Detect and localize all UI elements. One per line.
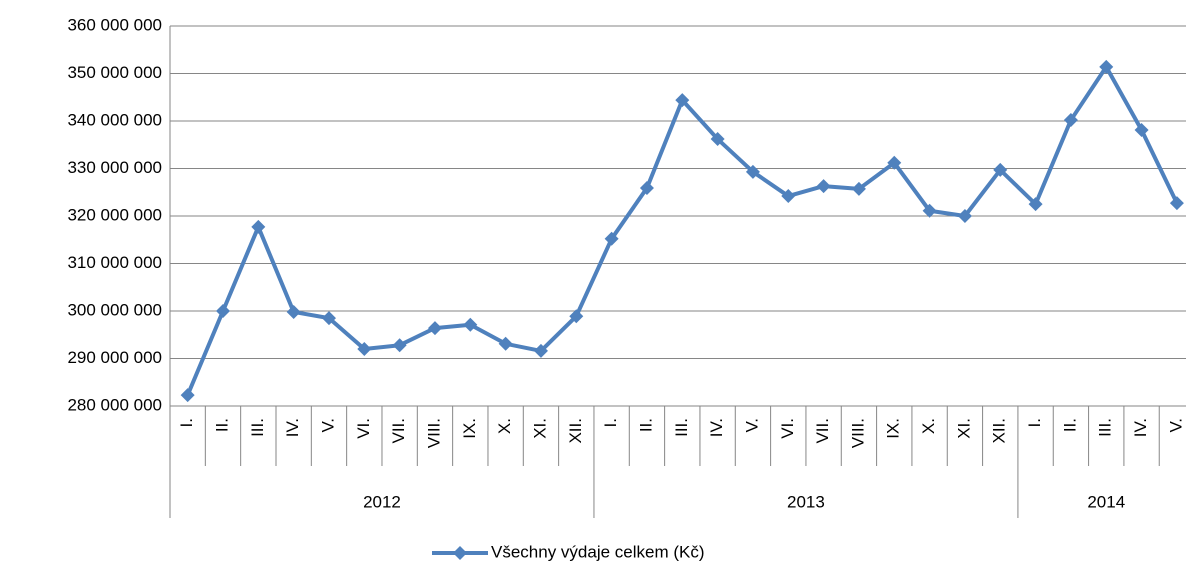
marker xyxy=(816,179,831,194)
marker xyxy=(357,342,372,356)
y-tick-label: 310 000 000 xyxy=(67,253,162,272)
x-tick-label: IV. xyxy=(1131,418,1150,437)
marker xyxy=(321,311,336,326)
x-tick-label: VI. xyxy=(778,418,797,439)
group-label: 2014 xyxy=(1087,492,1125,511)
y-tick-label: 330 000 000 xyxy=(67,158,162,177)
marker xyxy=(427,321,442,336)
marker xyxy=(286,304,301,319)
y-tick-label: 280 000 000 xyxy=(67,395,162,414)
y-tick-label: 360 000 000 xyxy=(67,15,162,34)
series-line xyxy=(185,64,1179,396)
marker xyxy=(569,309,584,324)
y-tick-label: 340 000 000 xyxy=(67,110,162,129)
x-tick-label: XI. xyxy=(954,418,973,439)
x-tick-label: VIII. xyxy=(848,418,867,448)
x-tick-label: IX. xyxy=(884,418,903,439)
x-tick-label: II. xyxy=(1060,418,1079,432)
marker xyxy=(533,343,548,358)
marker xyxy=(745,164,760,179)
marker xyxy=(1063,113,1078,128)
marker xyxy=(392,338,407,353)
marker xyxy=(1134,123,1149,138)
x-tick-label: IV. xyxy=(283,418,302,437)
marker xyxy=(251,219,266,234)
x-tick-label: I. xyxy=(177,418,196,427)
marker xyxy=(922,203,937,218)
x-tick-label: XII. xyxy=(566,418,585,444)
marker xyxy=(1028,197,1043,212)
x-tick-label: V. xyxy=(742,418,761,433)
marker xyxy=(498,336,513,351)
x-tick-label: V. xyxy=(318,418,337,433)
x-tick-label: XI. xyxy=(530,418,549,439)
marker xyxy=(993,162,1008,177)
group-label: 2013 xyxy=(787,492,825,511)
marker xyxy=(781,189,796,204)
x-tick-label: XII. xyxy=(990,418,1009,444)
y-tick-label: 350 000 000 xyxy=(67,63,162,82)
x-tick-label: II. xyxy=(636,418,655,432)
marker xyxy=(1099,59,1114,74)
legend-label: Všechny výdaje celkem (Kč) xyxy=(491,542,705,561)
marker xyxy=(710,132,725,147)
marker xyxy=(1169,196,1184,211)
legend-marker xyxy=(453,546,467,560)
x-tick-label: VII. xyxy=(813,418,832,444)
marker xyxy=(887,155,902,170)
x-tick-label: III. xyxy=(248,418,267,437)
x-tick-label: VII. xyxy=(389,418,408,444)
y-tick-label: 300 000 000 xyxy=(67,300,162,319)
x-tick-label: I. xyxy=(601,418,620,427)
marker xyxy=(215,304,230,318)
marker xyxy=(957,209,972,223)
x-tick-label: IV. xyxy=(707,418,726,437)
x-tick-label: III. xyxy=(1096,418,1115,437)
group-label: 2012 xyxy=(363,492,401,511)
marker xyxy=(604,231,619,246)
x-tick-label: VI. xyxy=(354,418,373,439)
marker xyxy=(180,388,195,403)
x-tick-label: V. xyxy=(1166,418,1185,433)
marker xyxy=(851,181,866,196)
y-tick-label: 290 000 000 xyxy=(67,348,162,367)
marker xyxy=(639,180,654,195)
x-tick-label: IX. xyxy=(460,418,479,439)
x-tick-label: II. xyxy=(212,418,231,432)
marker xyxy=(675,93,690,108)
x-tick-label: X. xyxy=(495,418,514,434)
marker xyxy=(463,317,478,332)
x-tick-label: I. xyxy=(1025,418,1044,427)
x-tick-label: III. xyxy=(672,418,691,437)
y-tick-label: 320 000 000 xyxy=(67,205,162,224)
x-tick-label: X. xyxy=(919,418,938,434)
x-tick-label: VIII. xyxy=(424,418,443,448)
